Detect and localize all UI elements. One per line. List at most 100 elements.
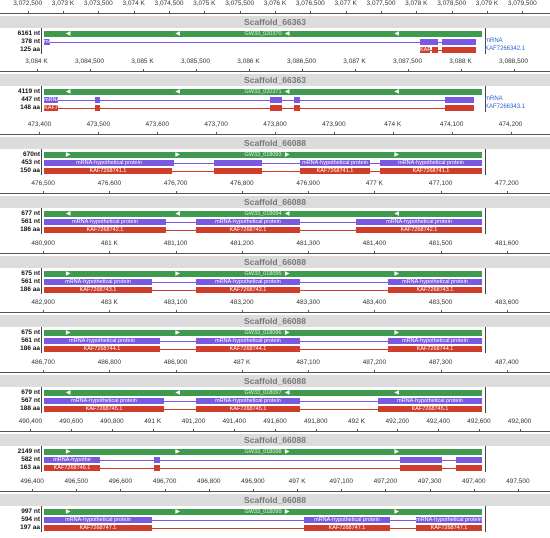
- gene-feature[interactable]: GW33_018097 ◀ ◀ ◀ ◀: [44, 390, 482, 396]
- scaffold-name[interactable]: Scaffold_66088: [0, 315, 550, 327]
- mrna-exon[interactable]: mRNA-hypothetical protein: [196, 219, 300, 225]
- gene-feature[interactable]: GW33_020370 ◀ ◀ ◀ ◀: [44, 31, 482, 37]
- tick-label: 486,900: [163, 359, 188, 366]
- gene-feature[interactable]: GW33_018098 ▶ ▶ ▶ ▶: [44, 449, 482, 455]
- cds-exon[interactable]: [154, 465, 160, 471]
- cds-exon[interactable]: [214, 168, 262, 174]
- gene-feature[interactable]: GW33_018099 ▶ ▶ ▶ ▶: [44, 509, 482, 515]
- scaffold-name[interactable]: Scaffold_66088: [0, 256, 550, 268]
- mrna-exon[interactable]: mRNA-hypothetical protein: [378, 398, 482, 404]
- cds-exon[interactable]: [294, 105, 300, 111]
- cds-exon[interactable]: KAF7: [44, 105, 58, 111]
- gene-feature[interactable]: GW33_020371 ◀ ◀ ◀ ◀: [44, 89, 482, 95]
- gene-feature[interactable]: GW33_018093 ▶ ▶ ▶ ▶: [44, 152, 482, 158]
- tick-mark: [374, 370, 376, 373]
- cds-exon[interactable]: KAF7268742.1: [196, 227, 300, 233]
- mrna-exon[interactable]: [154, 457, 160, 463]
- cds-exon[interactable]: KAF7268745.1: [44, 406, 164, 412]
- cds-exon[interactable]: KAF7268743.1: [196, 287, 300, 293]
- scaffold-name[interactable]: Scaffold_66363: [0, 74, 550, 86]
- mrna-exon[interactable]: mRNA-hypothe: [44, 457, 100, 463]
- tick-mark: [374, 310, 376, 313]
- mrna-exon[interactable]: mRNA-hypothetical protein: [388, 279, 482, 285]
- cds-exon[interactable]: KAF7268746.1: [44, 465, 100, 471]
- cds-exon[interactable]: KAF7268741.1: [380, 168, 482, 174]
- gene-feature[interactable]: GW33_018094 ◀ ◀ ◀ ◀: [44, 211, 482, 217]
- mrna-exon[interactable]: mRNA: [44, 39, 50, 45]
- mrna-exon[interactable]: [420, 39, 430, 45]
- gene-feature[interactable]: GW33_018095 ▶ ▶ ▶ ▶: [44, 271, 482, 277]
- mrna-exon[interactable]: mRNA-hypothetical protein: [380, 160, 482, 166]
- mrna-exon[interactable]: mRNA-hypothetical protein: [44, 338, 160, 344]
- cds-exon[interactable]: KAF7266342.1: [420, 47, 430, 53]
- scaffold-name[interactable]: Scaffold_66363: [0, 16, 550, 28]
- mrna-exon[interactable]: [270, 97, 282, 103]
- arrow-right-icon: ▶: [175, 152, 181, 158]
- tick-mark: [440, 310, 442, 313]
- cds-exon[interactable]: KAF7268747.1: [44, 525, 152, 531]
- mrna-exon[interactable]: [214, 160, 262, 166]
- side-cds-label: KAF7266342.1: [485, 46, 526, 52]
- mrna-exon[interactable]: [400, 457, 442, 463]
- cds-exon[interactable]: KAF7268744.1: [196, 346, 300, 352]
- tick-mark: [204, 11, 206, 14]
- arrow-left-icon: ◀: [65, 31, 71, 37]
- cds-exon[interactable]: KAF7268745.1: [378, 406, 482, 412]
- scaffold-name[interactable]: Scaffold_66088: [0, 137, 550, 149]
- arrow-right-icon: ▶: [284, 330, 290, 336]
- mrna-exon[interactable]: mRNA-hypothetical protein: [44, 517, 152, 523]
- scaffold-name[interactable]: Scaffold_66088: [0, 494, 550, 506]
- mrna-exon[interactable]: mRNA: [44, 97, 58, 103]
- feature-stats: 4119 nt 447 nt 148 aa: [6, 88, 40, 112]
- cds-exon[interactable]: KAF7268747.1: [416, 525, 482, 531]
- mrna-exon[interactable]: [95, 97, 100, 103]
- tick-mark: [248, 69, 250, 72]
- cds-exon[interactable]: [270, 105, 282, 111]
- cds-exon[interactable]: KAF7268744.1: [388, 346, 482, 352]
- mrna-exon[interactable]: [294, 97, 300, 103]
- mrna-exon[interactable]: mRNA-hypothetical protein: [304, 517, 390, 523]
- cds-exon[interactable]: [445, 105, 474, 111]
- mrna-exon[interactable]: mRNA-hypothetical protein: [44, 160, 174, 166]
- mrna-exon[interactable]: mRNA-hypothetical protein: [196, 279, 300, 285]
- cds-exon[interactable]: KAF7268743.1: [44, 287, 152, 293]
- scaffold-name[interactable]: Scaffold_66088: [0, 196, 550, 208]
- mrna-exon[interactable]: mRNA-hypothetical protein: [300, 160, 370, 166]
- scaffold-name[interactable]: Scaffold_66088: [0, 434, 550, 446]
- mrna-exon[interactable]: mRNA-hypothetical protein: [196, 398, 300, 404]
- mrna-exon[interactable]: mRNA-hypothetical protein: [44, 219, 166, 225]
- mrna-exon[interactable]: [442, 39, 476, 45]
- cds-exon[interactable]: KAF7268745.1: [196, 406, 300, 412]
- mrna-exon[interactable]: mRNA-hypothetical protein: [196, 338, 300, 344]
- gene-feature[interactable]: GW33_018096 ▶ ▶ ▶ ▶: [44, 330, 482, 336]
- tick-mark: [30, 429, 32, 432]
- cds-exon[interactable]: [95, 105, 100, 111]
- mrna-exon[interactable]: mRNA-hypothetical protein: [388, 338, 482, 344]
- cds-exon[interactable]: KAF7268741.1: [44, 168, 172, 174]
- mrna-exon[interactable]: [430, 39, 438, 45]
- cds-exon[interactable]: KAF7268743.1: [388, 287, 482, 293]
- cds-exon[interactable]: [432, 47, 438, 53]
- mrna-exon[interactable]: mRNA-hypothetical protein: [44, 398, 164, 404]
- mrna-exon[interactable]: [456, 457, 482, 463]
- tick-mark: [98, 11, 100, 14]
- cds-exon[interactable]: KAF7268742.1: [356, 227, 482, 233]
- mrna-exon[interactable]: mRNA-hypothetical protein: [416, 517, 482, 523]
- cds-exon[interactable]: [456, 465, 482, 471]
- mrna-exon[interactable]: mRNA-hypothetical protein: [44, 279, 152, 285]
- tick-label: 3,076 K: [263, 0, 287, 7]
- arrow-right-icon: ▶: [394, 152, 400, 158]
- scaffold-name[interactable]: Scaffold_66088: [0, 375, 550, 387]
- mrna-exon[interactable]: mRNA-hypothetical protein: [356, 219, 482, 225]
- cds-label: KAF7268742.1: [400, 227, 438, 233]
- tick-mark: [473, 489, 475, 492]
- cds-exon[interactable]: [400, 465, 442, 471]
- tick-mark: [506, 370, 508, 373]
- mrna-exon[interactable]: [445, 97, 474, 103]
- track-panel: 476,500 476,600 476,700 476,800 476,900 477 K…: [0, 180, 550, 238]
- cds-exon[interactable]: KAF7268744.1: [44, 346, 160, 352]
- cds-exon[interactable]: KAF7268747.1: [304, 525, 390, 531]
- cds-exon[interactable]: KAF7268742.1: [44, 227, 166, 233]
- cds-exon[interactable]: KAF7268741.1: [300, 168, 370, 174]
- cds-exon[interactable]: [442, 47, 476, 53]
